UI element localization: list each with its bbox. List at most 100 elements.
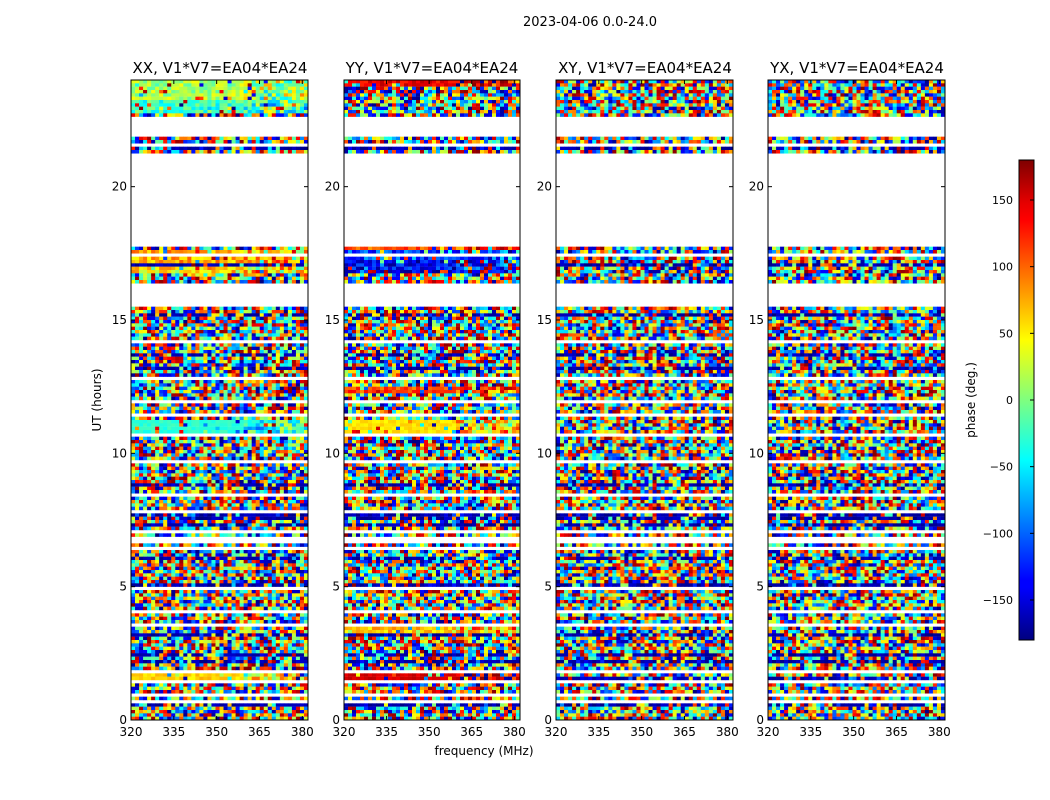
heatmap-cell <box>199 513 204 517</box>
heatmap-cell <box>151 440 156 444</box>
heatmap-cell <box>291 346 297 351</box>
heatmap-cell <box>187 356 192 361</box>
heatmap-cell <box>263 266 269 271</box>
heatmap-cell <box>215 560 220 564</box>
heatmap-cell <box>239 456 245 461</box>
heatmap-cell <box>267 590 273 594</box>
heatmap-cell <box>303 406 309 411</box>
heatmap-cell <box>215 80 220 84</box>
heatmap-cell <box>227 326 232 331</box>
heatmap-cell <box>171 440 176 444</box>
heatmap-cell <box>255 583 261 587</box>
heatmap-cell <box>251 496 257 501</box>
heatmap-cell <box>287 520 293 524</box>
heatmap-cell <box>243 326 249 331</box>
heatmap-cell <box>211 596 216 601</box>
heatmap-cell <box>275 643 281 647</box>
heatmap-cell <box>295 263 301 267</box>
heatmap-cell <box>259 630 265 634</box>
heatmap-cell <box>251 640 257 644</box>
heatmap-cell <box>247 273 253 277</box>
heatmap-cell <box>139 613 144 617</box>
heatmap-cell <box>163 416 168 421</box>
heatmap-cell <box>203 93 208 97</box>
heatmap-cell <box>159 363 164 367</box>
heatmap-cell <box>255 560 261 564</box>
heatmap-cell <box>247 626 253 631</box>
heatmap-cell <box>215 273 220 277</box>
heatmap-cell <box>263 430 269 434</box>
heatmap-cell <box>139 506 144 511</box>
heatmap-cell <box>191 266 196 271</box>
heatmap-cell <box>183 370 188 374</box>
heatmap-cell <box>223 276 228 281</box>
heatmap-cell <box>179 406 184 411</box>
heatmap-cell <box>159 276 164 281</box>
heatmap-cell <box>163 450 168 454</box>
heatmap-cell <box>247 556 253 561</box>
heatmap-cell <box>139 256 144 261</box>
heatmap-cell <box>135 380 140 384</box>
heatmap-cell <box>195 453 200 457</box>
heatmap-cell <box>159 486 164 491</box>
heatmap-cell <box>215 480 220 484</box>
heatmap-cell <box>247 146 253 151</box>
heatmap-cell <box>143 363 148 367</box>
heatmap-cell <box>211 370 216 374</box>
heatmap-cell <box>139 313 144 317</box>
heatmap-cell <box>147 136 152 141</box>
heatmap-cell <box>215 280 220 284</box>
heatmap-cell <box>303 100 309 104</box>
heatmap-cell <box>291 306 297 311</box>
heatmap-cell <box>251 456 257 461</box>
heatmap-cell <box>195 463 200 467</box>
heatmap-cell <box>219 446 224 451</box>
heatmap-cell <box>263 313 269 317</box>
heatmap-cell <box>183 650 188 654</box>
heatmap-cell <box>219 306 224 311</box>
heatmap-cell <box>207 403 212 407</box>
heatmap-cell <box>155 246 160 251</box>
heatmap-cell <box>247 310 253 314</box>
heatmap-cell <box>159 113 164 117</box>
heatmap-cell <box>207 270 212 274</box>
heatmap-cell <box>139 83 144 87</box>
heatmap-cell <box>183 246 188 251</box>
heatmap-cell <box>191 273 196 277</box>
heatmap-cell <box>167 640 172 644</box>
heatmap-cell <box>139 403 144 407</box>
heatmap-cell <box>223 83 228 87</box>
heatmap-cell <box>191 393 196 397</box>
heatmap-cell <box>291 86 297 91</box>
heatmap-cell <box>231 396 236 401</box>
heatmap-cell <box>155 406 160 411</box>
heatmap-cell <box>303 636 309 641</box>
heatmap-cell <box>303 603 309 607</box>
heatmap-cell <box>239 93 245 97</box>
heatmap-cell <box>243 343 249 347</box>
heatmap-cell <box>151 480 156 484</box>
heatmap-cell <box>243 503 249 507</box>
heatmap-cell <box>159 386 164 391</box>
heatmap-cell <box>219 440 224 444</box>
heatmap-cell <box>235 483 241 487</box>
heatmap-cell <box>151 486 156 491</box>
heatmap-cell <box>195 466 200 471</box>
heatmap-cell <box>179 110 184 114</box>
heatmap-cell <box>255 626 261 631</box>
heatmap-cell <box>287 330 293 334</box>
heatmap-cell <box>147 80 152 84</box>
heatmap-cell <box>295 360 301 364</box>
heatmap-cell <box>263 90 269 94</box>
heatmap-cell <box>199 380 204 384</box>
heatmap-cell <box>135 280 140 284</box>
heatmap-cell <box>179 366 184 371</box>
heatmap-cell <box>175 320 180 324</box>
heatmap-cell <box>299 500 305 504</box>
heatmap-cell <box>271 366 277 371</box>
heatmap-cell <box>187 633 192 637</box>
heatmap-cell <box>223 350 228 354</box>
heatmap-cell <box>231 613 236 617</box>
heatmap-cell <box>255 90 261 94</box>
heatmap-cell <box>243 466 249 471</box>
